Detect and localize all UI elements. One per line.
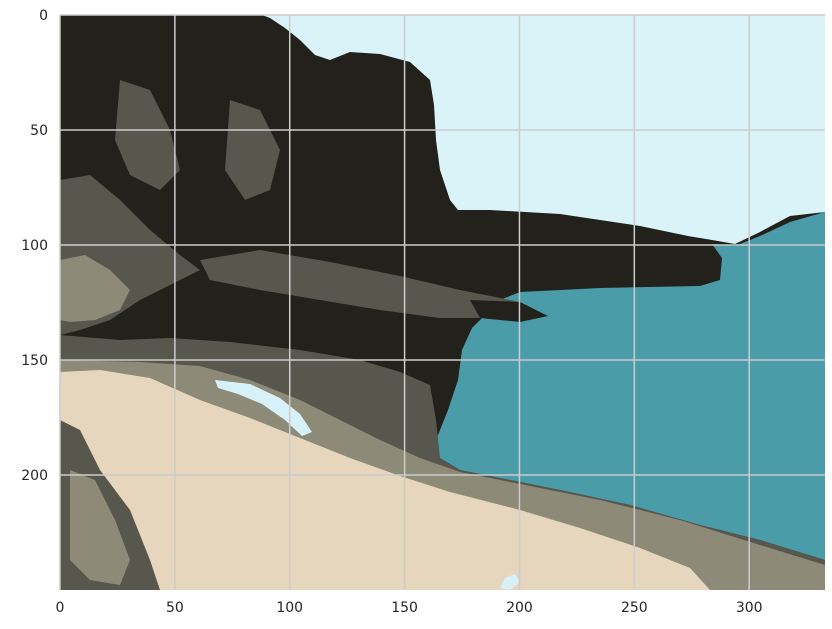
y-tick-label: 200 [21, 468, 48, 484]
water-region [436, 212, 825, 560]
rock-mid-streak-2 [115, 80, 180, 190]
rock-light-left-2 [60, 255, 130, 322]
rock-mid-streak-1 [200, 250, 520, 318]
rock-spit [470, 300, 548, 322]
y-tick-label: 150 [21, 353, 48, 369]
grid [59, 14, 825, 590]
y-tick-label: 50 [30, 123, 48, 139]
x-tick-label: 150 [391, 600, 418, 616]
pale-pool [215, 380, 312, 436]
x-axis-ticks: 0 50 100 150 200 250 300 [56, 600, 763, 616]
x-tick-label: 300 [736, 600, 763, 616]
x-tick-label: 250 [621, 600, 648, 616]
pale-spot [500, 574, 520, 590]
x-tick-label: 0 [56, 600, 65, 616]
y-tick-label: 100 [21, 238, 48, 254]
rock-mid-streak-3 [225, 100, 280, 200]
sand-beach [60, 370, 710, 590]
x-tick-label: 200 [506, 600, 533, 616]
y-tick-label: 0 [39, 8, 48, 24]
image-area [60, 15, 825, 590]
x-tick-label: 50 [166, 600, 184, 616]
rock-left-lower-light [70, 470, 130, 585]
x-tick-label: 100 [276, 600, 303, 616]
y-axis-ticks: 0 50 100 150 200 [21, 8, 48, 484]
